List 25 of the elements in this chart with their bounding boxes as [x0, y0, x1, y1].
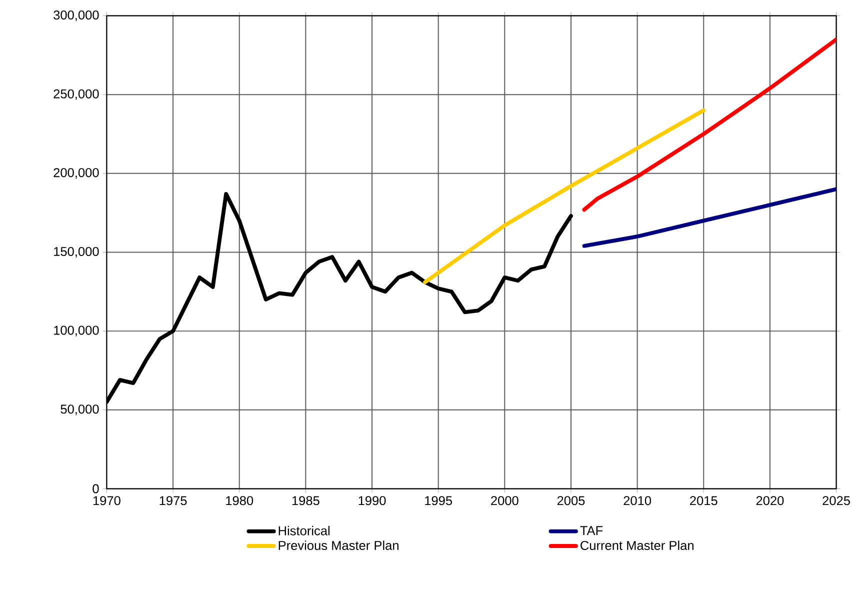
line-series: [582, 37, 836, 212]
legend-label: Historical: [278, 526, 330, 536]
x-tick-label: 2005: [557, 496, 585, 505]
x-tick-label: 1995: [425, 496, 452, 505]
y-tick-label: 300,000: [54, 10, 99, 21]
x-tick-label: 1970: [93, 496, 120, 505]
x-tick-label: 1985: [292, 496, 320, 505]
x-tick-label: 2020: [756, 496, 784, 505]
y-tick-label: 250,000: [54, 89, 99, 100]
x-tick-label: 1980: [226, 496, 254, 505]
y-tick-label: 50,000: [60, 404, 99, 415]
y-tick-label: 200,000: [54, 168, 99, 179]
legend-label: Previous Master Plan: [278, 540, 398, 550]
x-tick-label: 1975: [160, 496, 187, 505]
line-series: [582, 187, 836, 248]
y-tick-label: 100,000: [54, 326, 99, 336]
y-tick-label: 0: [92, 484, 99, 494]
x-tick-label: 2025: [822, 496, 850, 505]
x-tick-label: 2000: [491, 496, 518, 505]
y-tick-label: 150,000: [54, 246, 99, 258]
x-tick-label: 2010: [624, 496, 652, 505]
legend-label: Current Master Plan: [580, 540, 694, 550]
legend-label: TAF: [580, 526, 603, 535]
x-tick-label: 1990: [358, 496, 386, 505]
x-tick-label: 2015: [690, 496, 718, 505]
